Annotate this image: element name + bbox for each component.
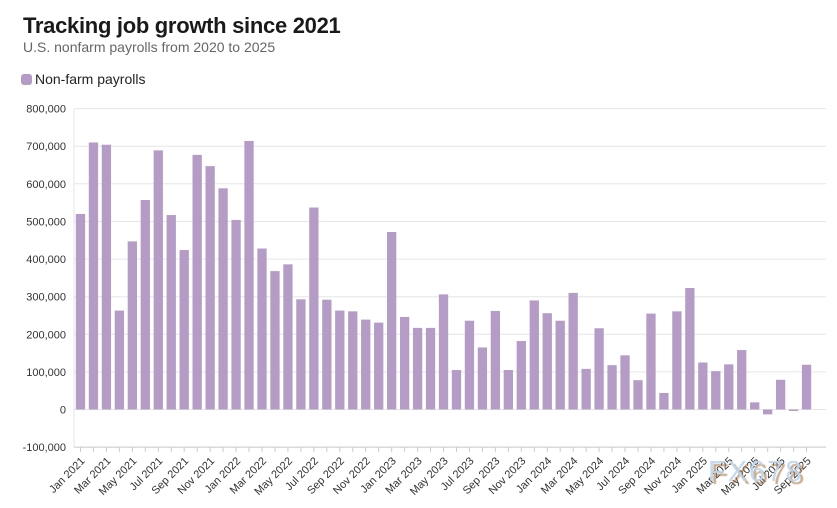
svg-text:400,000: 400,000 (26, 254, 66, 266)
svg-text:300,000: 300,000 (26, 292, 66, 304)
svg-text:-100,000: -100,000 (23, 442, 66, 454)
svg-text:600,000: 600,000 (26, 179, 66, 191)
svg-text:800,000: 800,000 (26, 104, 66, 116)
svg-text:0: 0 (60, 405, 66, 417)
svg-text:200,000: 200,000 (26, 329, 66, 341)
svg-text:500,000: 500,000 (26, 217, 66, 229)
svg-text:700,000: 700,000 (26, 141, 66, 153)
svg-text:100,000: 100,000 (26, 367, 66, 379)
